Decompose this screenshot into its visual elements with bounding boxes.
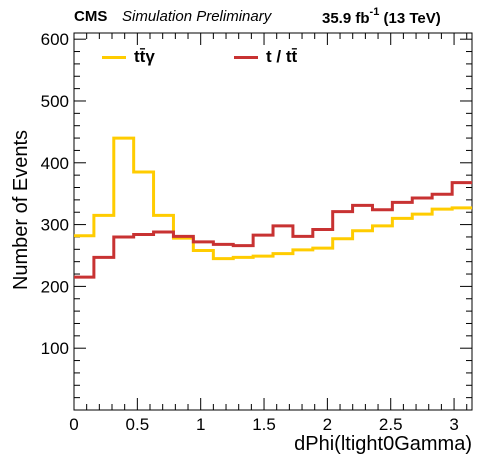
luminosity-label: 35.9 fb-1 (13 TeV) [322, 6, 441, 27]
y-tick-label: 600 [41, 30, 69, 49]
x-tick-label: 3 [449, 415, 458, 434]
y-axis-ticks: 100 200 300 400 500 600 [41, 30, 472, 399]
lumi-exponent: -1 [369, 6, 380, 18]
x-tick-label: 0 [69, 415, 78, 434]
plot-frame [73, 32, 473, 411]
y-tick-label: 200 [41, 277, 69, 296]
x-tick-label: 2.5 [379, 415, 403, 434]
status-label: Simulation Preliminary [122, 8, 272, 25]
x-tick-label: 1.5 [252, 415, 276, 434]
legend-entry-ttgamma: tt̄γ [102, 47, 155, 67]
energy-label: (13 TeV) [383, 10, 441, 27]
x-axis-label: dPhi(ltight0Gamma) [294, 433, 472, 455]
series-line-0 [74, 136, 473, 261]
x-tick-label: 0.5 [126, 415, 150, 434]
series-layer [74, 136, 473, 279]
lumi-value: 35.9 fb [322, 10, 370, 27]
y-tick-label: 300 [41, 216, 69, 235]
y-tick-label: 100 [41, 339, 69, 358]
legend-entry-ttbar: t / tt̄ [234, 47, 297, 67]
legend-swatch-ttgamma [102, 55, 126, 59]
x-axis-ticks: 0 0.5 1 1.5 2 2.5 3 [69, 33, 468, 434]
x-tick-label: 1 [196, 415, 205, 434]
y-tick-label: 500 [41, 92, 69, 111]
y-axis-label: Number of Events [10, 129, 32, 291]
legend-label-ttgamma: tt̄γ [134, 47, 155, 66]
experiment-label: CMS [74, 8, 108, 25]
legend-swatch-ttbar [234, 55, 258, 59]
legend-label-ttbar: t / tt̄ [266, 47, 298, 66]
series-line-1 [74, 181, 473, 279]
y-tick-label: 400 [41, 154, 69, 173]
x-tick-label: 2 [323, 415, 332, 434]
